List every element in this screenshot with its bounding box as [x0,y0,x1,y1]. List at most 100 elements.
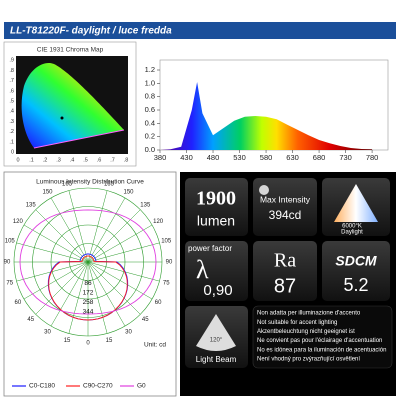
angle-label: 60 [15,300,22,306]
pf-symbol: λ [196,255,209,284]
ra-label: Ra [274,250,296,272]
lumen-unit: lumen [197,213,235,229]
beam-icon [196,314,236,351]
angle-label: 90 [166,260,173,266]
polar-spoke [68,261,89,334]
max-intensity-label: Max Intensity [260,194,311,204]
cie-y-tick: .4 [9,109,14,115]
angle-label: 45 [142,317,149,323]
polar-curve [48,255,128,321]
angle-label: 105 [161,239,172,245]
polar-spoke [16,261,89,282]
angle-label: 0 [86,341,90,347]
cie-x-tick: .6 [97,157,102,163]
polar-spoke [68,190,89,263]
y-tick-label: 1.0 [145,78,155,87]
angle-label: 150 [42,189,53,195]
header-bar [4,22,396,39]
note-line: Not suitable for accent lighting [257,320,337,326]
polar-spoke [87,261,153,300]
angle-label: 60 [155,300,162,306]
cie-y-tick: .1 [9,139,14,145]
lumen-value: 1900 [196,188,236,210]
beam-label: Light Beam [196,355,237,364]
cct-value: 6000°K [342,224,362,230]
angle-label: 135 [140,202,151,208]
cie-title: CIE 1931 Chroma Map [37,47,104,54]
cie-y-tick: .2 [9,129,14,135]
tile [185,178,248,236]
polar-spoke [50,261,89,327]
polar-spoke [87,224,153,263]
cie-purple-line [33,129,125,149]
angle-label: 30 [125,330,132,336]
x-tick-label: 480 [207,153,220,162]
angle-label: 150 [123,189,134,195]
cone-icon [334,184,378,222]
y-tick-label: 0.6 [145,105,155,114]
sdcm-value: 5.2 [343,275,368,295]
angle-label: 15 [106,338,113,344]
cie-y-tick: .9 [9,58,14,64]
note-line: Ne convient pas pour l'éclairage d'accen… [257,338,382,344]
angle-label: 120 [13,219,24,225]
legend-label: C0-C180 [29,383,55,390]
x-tick-label: 380 [154,153,167,162]
note-line: No es idónea para la iluminación de acen… [257,347,386,353]
cie-x-tick: .3 [56,157,61,163]
cie-x-tick: .2 [43,157,48,163]
ra-value: 87 [274,275,296,297]
polar-spoke [87,209,141,263]
tile [253,241,317,301]
x-tick-label: 530 [233,153,246,162]
angle-label: 120 [153,219,164,225]
legend-label: G0 [137,383,146,390]
note-line: Není vhodný pro zvýrazňující osvětlení [257,357,360,363]
cie-x-tick: .8 [124,157,129,163]
tile [185,241,248,301]
radial-label: 172 [83,290,94,297]
x-tick-label: 780 [366,153,379,162]
y-tick-label: 0.8 [145,92,155,101]
pf-value: 0,90 [203,282,232,299]
cie-point [60,116,64,120]
polar-spoke [35,261,89,315]
x-tick-label: 430 [180,153,193,162]
x-tick-label: 730 [339,153,352,162]
x-tick-label: 680 [313,153,326,162]
x-tick-label: 630 [286,153,299,162]
angle-label: 45 [27,317,34,323]
tile [253,178,317,236]
angle-label: 165 [62,181,73,187]
cie-x-tick: .1 [29,157,34,163]
cie-y-tick: .3 [9,119,14,125]
cie-y-tick: .6 [9,88,14,94]
unit-label: Unit: cd [144,342,166,349]
angle-label: 135 [26,202,37,208]
radial-label: 86 [84,280,92,287]
cie-y-tick: .7 [9,78,14,84]
pf-label: power factor [188,244,232,253]
polar-spoke [50,197,89,263]
angle-label: 30 [44,330,51,336]
polar-spoke [87,190,108,263]
legend-label: C90-C270 [83,383,113,390]
radial-label: 344 [83,309,94,316]
notes-tile [252,305,393,369]
cie-x-tick: .5 [83,157,88,163]
cie-y-tick: .8 [9,68,14,74]
polar-spoke [87,261,126,327]
y-tick-label: 0.2 [145,132,155,141]
polar-spoke [23,261,89,300]
cie-y-tick: 0 [11,149,14,155]
polar-spoke [87,242,160,263]
angle-label: 165 [104,181,115,187]
y-tick-label: 0.0 [145,145,155,154]
polar-curve [19,209,157,315]
cie-gamut [21,62,124,148]
angle-label: 75 [6,281,13,287]
polar-title: Luminous Intensity Distribution Curve [36,179,144,186]
cie-x-tick: .7 [110,157,115,163]
polar-frame [3,171,177,397]
